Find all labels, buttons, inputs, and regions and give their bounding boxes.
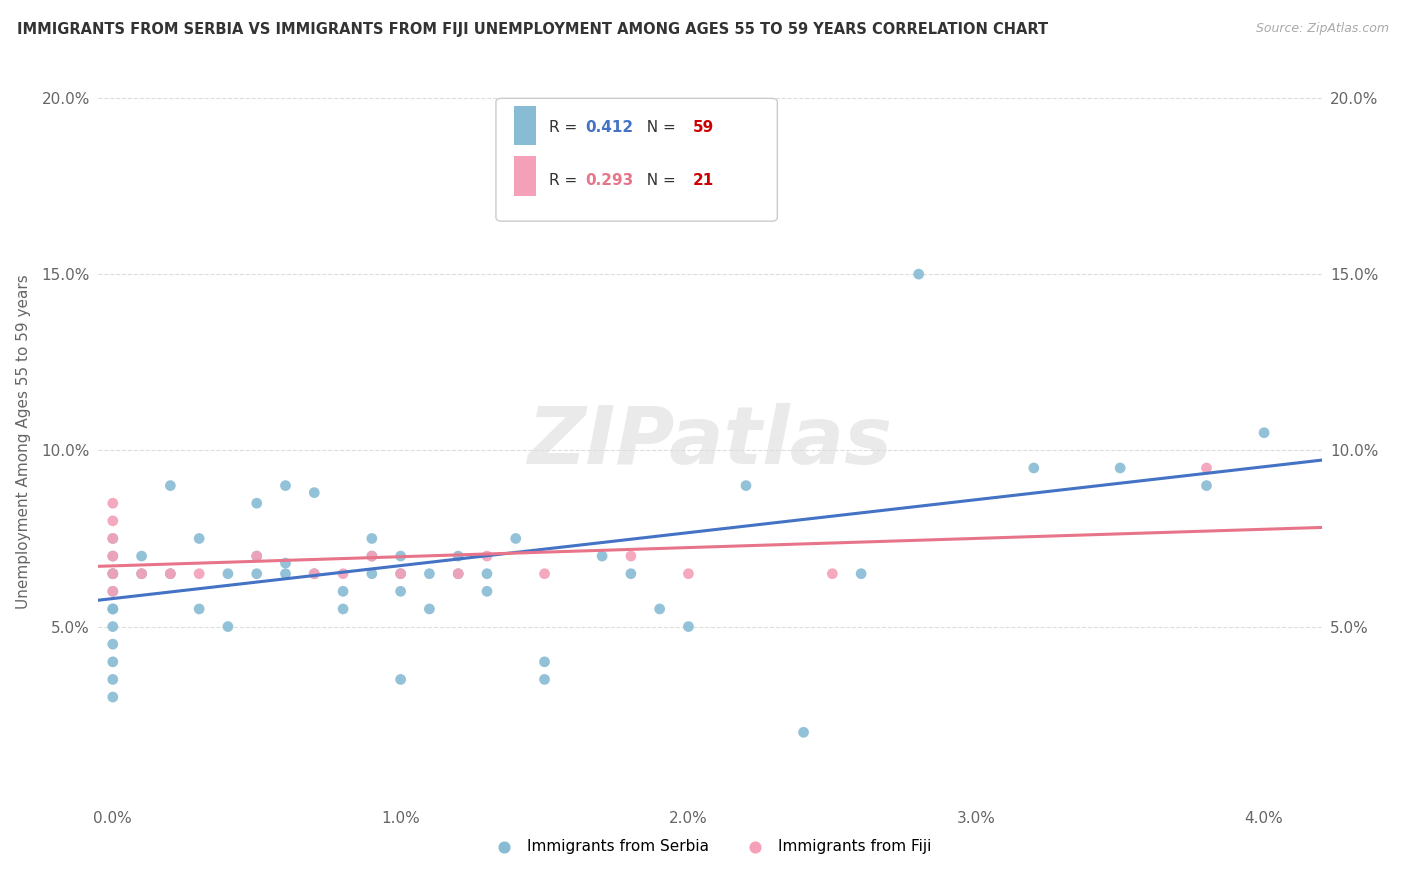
Point: [475, 584, 498, 599]
Point: [101, 549, 124, 563]
Point: [533, 655, 555, 669]
Point: [101, 584, 124, 599]
Point: [304, 566, 326, 581]
Y-axis label: Unemployment Among Ages 55 to 59 years: Unemployment Among Ages 55 to 59 years: [15, 274, 31, 609]
Point: [131, 566, 153, 581]
Point: [533, 673, 555, 687]
Point: [1195, 478, 1218, 492]
Point: [159, 478, 181, 492]
Point: [131, 566, 153, 581]
Point: [447, 566, 470, 581]
Point: [159, 566, 181, 581]
Point: [505, 532, 527, 546]
Point: [304, 566, 326, 581]
FancyBboxPatch shape: [515, 156, 536, 196]
Point: [101, 566, 124, 581]
Point: [907, 267, 929, 281]
Legend: Immigrants from Serbia, Immigrants from Fiji: Immigrants from Serbia, Immigrants from …: [482, 833, 938, 860]
Point: [131, 549, 153, 563]
Point: [188, 602, 211, 616]
Point: [246, 549, 269, 563]
Point: [101, 619, 124, 633]
Point: [101, 514, 124, 528]
Point: [274, 556, 297, 570]
Point: [101, 532, 124, 546]
Point: [475, 549, 498, 563]
Point: [360, 566, 382, 581]
Point: [821, 566, 844, 581]
Point: [418, 602, 440, 616]
Point: [217, 619, 239, 633]
Point: [332, 584, 354, 599]
Point: [1253, 425, 1275, 440]
Point: [793, 725, 815, 739]
Point: [533, 566, 555, 581]
Text: N =: N =: [637, 120, 681, 135]
Point: [304, 485, 326, 500]
Point: [1195, 461, 1218, 475]
Point: [332, 602, 354, 616]
Text: IMMIGRANTS FROM SERBIA VS IMMIGRANTS FROM FIJI UNEMPLOYMENT AMONG AGES 55 TO 59 : IMMIGRANTS FROM SERBIA VS IMMIGRANTS FRO…: [17, 22, 1047, 37]
Point: [678, 619, 700, 633]
Point: [360, 549, 382, 563]
Point: [246, 566, 269, 581]
Point: [389, 566, 412, 581]
Point: [562, 196, 585, 211]
Point: [849, 566, 872, 581]
Point: [101, 673, 124, 687]
Point: [389, 549, 412, 563]
Point: [101, 532, 124, 546]
Point: [360, 549, 382, 563]
Point: [101, 602, 124, 616]
Point: [217, 566, 239, 581]
Point: [101, 549, 124, 563]
Point: [389, 673, 412, 687]
Point: [735, 478, 758, 492]
Point: [274, 478, 297, 492]
Point: [678, 566, 700, 581]
Point: [101, 637, 124, 651]
Point: [1022, 461, 1045, 475]
FancyBboxPatch shape: [515, 105, 536, 145]
Point: [475, 566, 498, 581]
Point: [591, 549, 613, 563]
Text: 21: 21: [693, 173, 714, 187]
Text: 59: 59: [693, 120, 714, 135]
Point: [188, 532, 211, 546]
Point: [246, 496, 269, 510]
Point: [360, 532, 382, 546]
Point: [101, 602, 124, 616]
Text: R =: R =: [548, 173, 582, 187]
Point: [418, 566, 440, 581]
Point: [447, 549, 470, 563]
Point: [1109, 461, 1132, 475]
Text: N =: N =: [637, 173, 681, 187]
Point: [101, 690, 124, 704]
Text: R =: R =: [548, 120, 582, 135]
Point: [188, 566, 211, 581]
Point: [246, 549, 269, 563]
Point: [389, 566, 412, 581]
Point: [101, 655, 124, 669]
Point: [159, 566, 181, 581]
Point: [648, 602, 671, 616]
Text: ZIPatlas: ZIPatlas: [527, 402, 893, 481]
Point: [274, 566, 297, 581]
Point: [620, 566, 643, 581]
Text: Source: ZipAtlas.com: Source: ZipAtlas.com: [1256, 22, 1389, 36]
Point: [332, 566, 354, 581]
Point: [101, 584, 124, 599]
Point: [101, 566, 124, 581]
Text: 0.412: 0.412: [585, 120, 633, 135]
Point: [101, 566, 124, 581]
FancyBboxPatch shape: [496, 98, 778, 221]
Point: [620, 549, 643, 563]
Text: 0.293: 0.293: [585, 173, 634, 187]
Point: [101, 496, 124, 510]
Point: [447, 566, 470, 581]
Point: [389, 584, 412, 599]
